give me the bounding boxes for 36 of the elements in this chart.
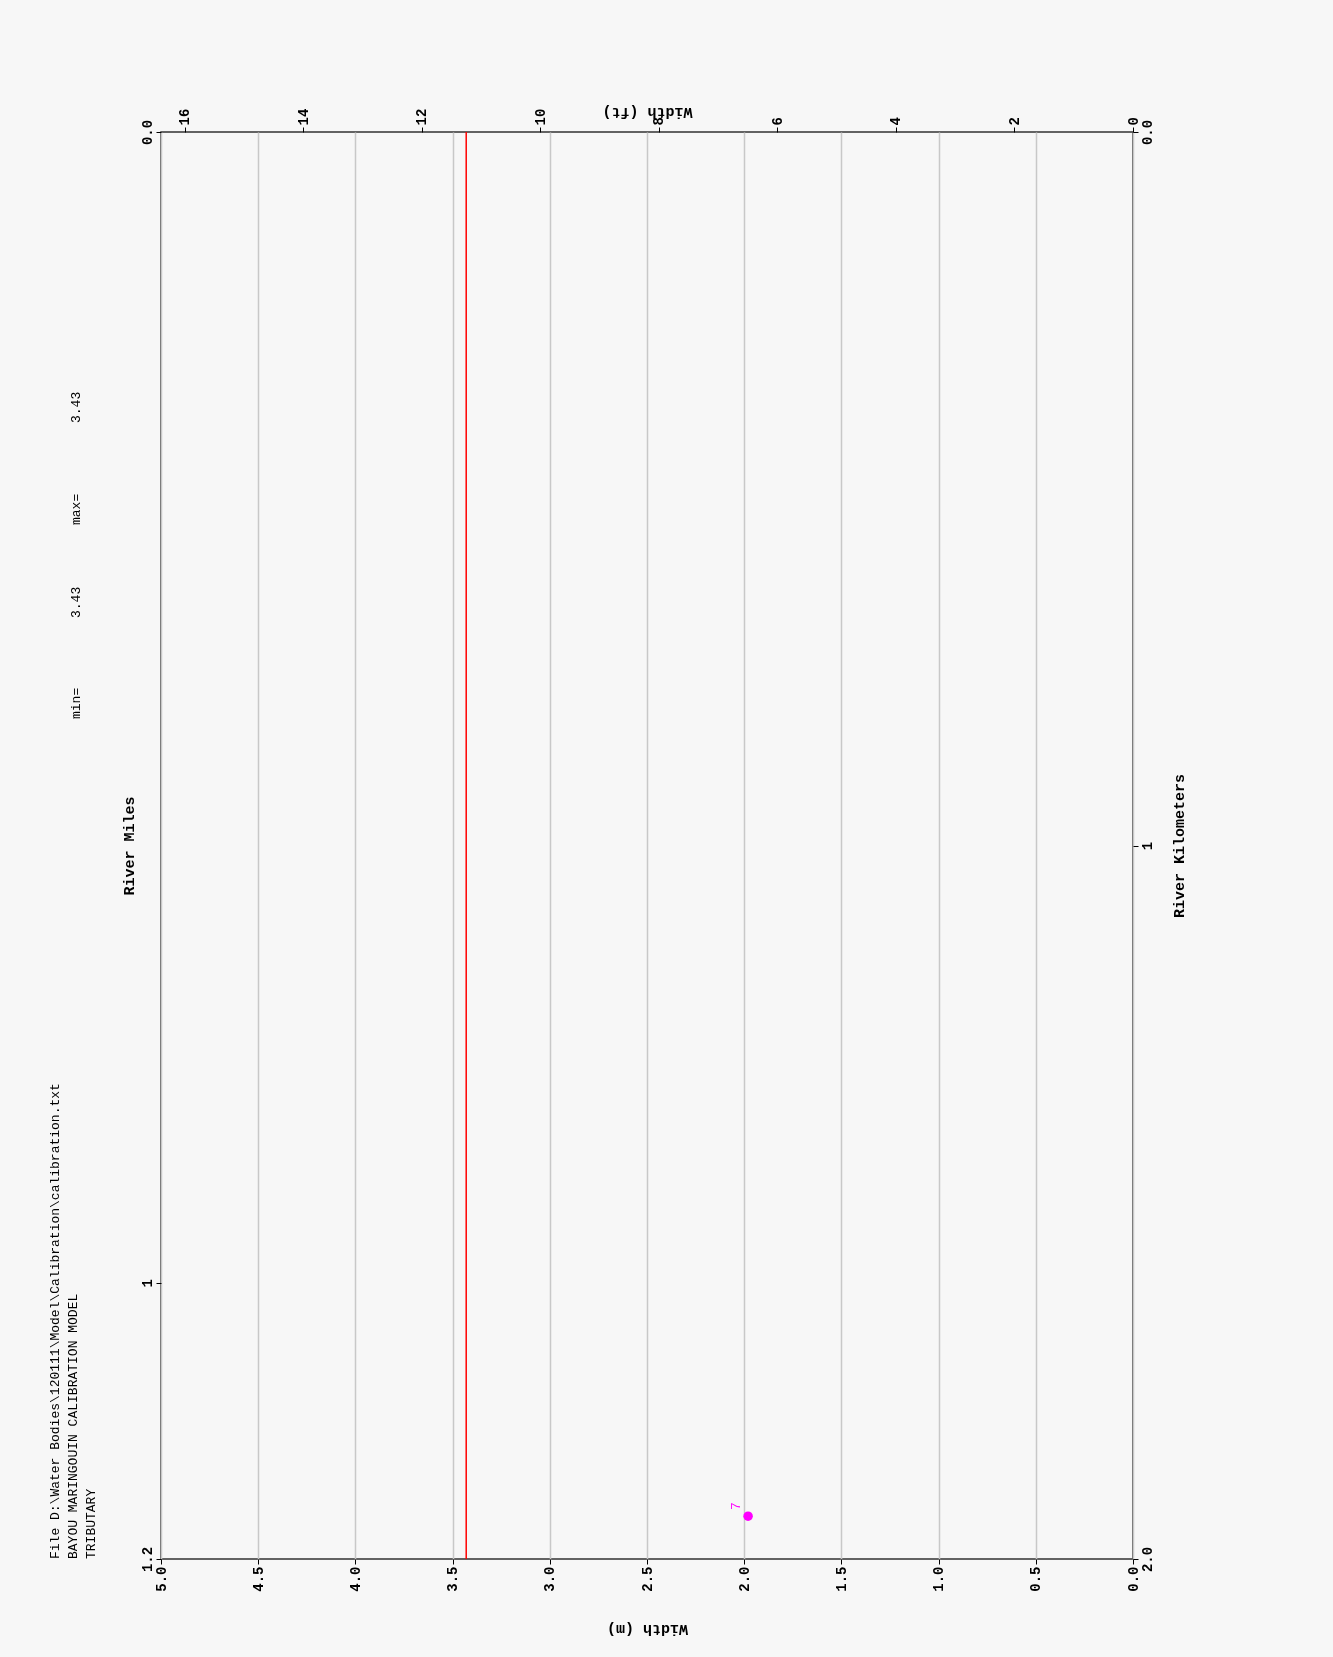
y-axis-title: River Miles (121, 796, 139, 896)
x-tick-label: 5.0 (153, 1566, 170, 1592)
text: BAYOU MARINGOUIN CALIBRATION MODEL TRIBUTARY (66, 1293, 99, 1559)
y-tick-label: 1.2 (139, 1546, 156, 1573)
y-tick-label: 1 (139, 1279, 156, 1288)
x2-tick-label: 6 (769, 117, 786, 126)
x-tick-label: 1.0 (931, 1566, 948, 1592)
y2-tick-label: 1 (1139, 841, 1156, 851)
x-tick-label: 4.0 (347, 1566, 364, 1592)
text: 3.43 (69, 391, 84, 423)
x2-axis-title: Width (ft) (602, 102, 693, 120)
x2-tick-label: 14 (295, 108, 312, 126)
text: File D:\Water Bodies\120111\Model\Calibration\calibration.txt (48, 1083, 63, 1559)
y2-axis-title: River Kilometers (1171, 773, 1189, 919)
y2-tick-label: 0.0 (1139, 119, 1156, 146)
x-tick-label: 0.0 (1125, 1566, 1142, 1592)
text: 3.43 (69, 586, 84, 618)
text: max= (69, 493, 84, 525)
annotation: 7 (729, 1502, 745, 1511)
x-axis-title: Width (m) (606, 1619, 689, 1637)
x2-tick-label: 4 (888, 117, 905, 126)
x-tick-label: 3.5 (445, 1566, 462, 1592)
x2-tick-label: 0 (1125, 117, 1142, 126)
x-tick-label: 2.5 (639, 1566, 656, 1592)
x-tick-label: 0.5 (1028, 1566, 1045, 1592)
y-tick-label: 0.0 (139, 119, 156, 146)
x2-tick-label: 16 (177, 108, 194, 126)
y2-tick-label: 2.0 (1139, 1546, 1156, 1573)
x-tick-label: 2.0 (736, 1566, 753, 1592)
x-tick-label: 1.5 (833, 1566, 850, 1592)
x2-tick-label: 2 (1006, 117, 1023, 126)
x2-tick-label: 10 (532, 108, 549, 126)
x2-tick-label: 12 (414, 108, 431, 126)
x-tick-label: 3.0 (542, 1566, 559, 1592)
text: min= (69, 687, 84, 719)
x-tick-label: 4.5 (250, 1566, 267, 1592)
